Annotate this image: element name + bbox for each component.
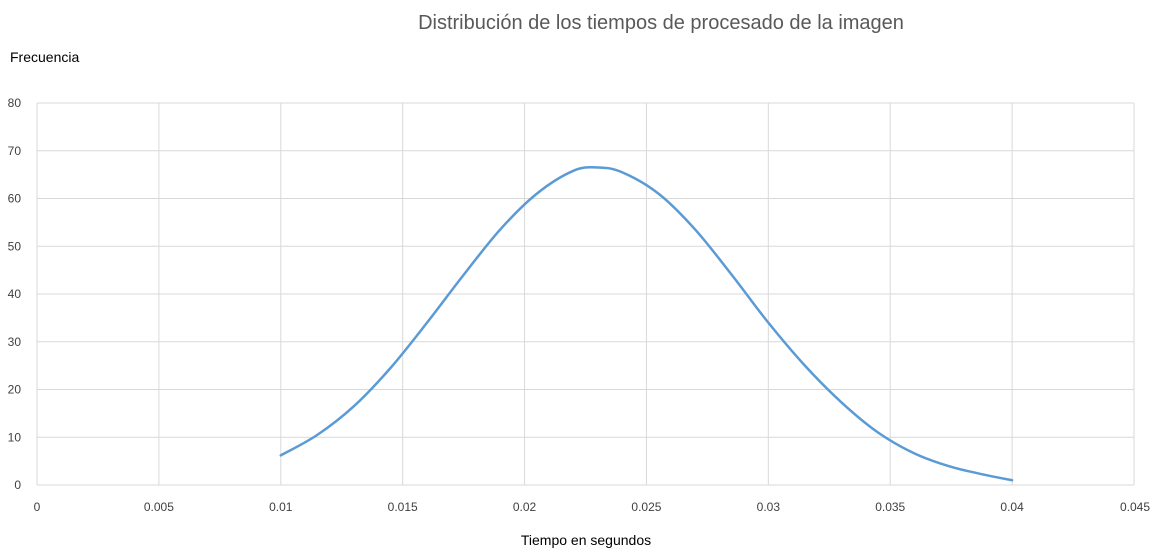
chart-title: Distribución de los tiempos de procesado… xyxy=(418,12,904,34)
x-tick-label: 0.02 xyxy=(513,500,537,514)
y-tick-label: 10 xyxy=(8,430,22,444)
x-tick-label: 0.005 xyxy=(144,500,174,514)
y-tick-label: 20 xyxy=(8,383,22,397)
x-tick-labels: 0 0.005 0.01 0.015 0.02 0.025 0.03 0.035 0.04 0.0… xyxy=(34,500,1151,514)
y-tick-label: 30 xyxy=(8,335,22,349)
x-tick-label: 0 xyxy=(34,500,41,514)
x-tick-label: 0.025 xyxy=(631,500,661,514)
y-tick-labels: 0 10 20 30 40 50 60 70 80 xyxy=(8,96,22,492)
y-tick-label: 60 xyxy=(8,192,22,206)
x-tick-label: 0.04 xyxy=(1000,500,1024,514)
series-line xyxy=(279,166,1014,482)
x-tick-label: 0.01 xyxy=(269,500,293,514)
series-layer xyxy=(279,166,1014,482)
grid-lines xyxy=(36,102,1135,486)
y-tick-label: 70 xyxy=(8,144,22,158)
y-tick-label: 80 xyxy=(8,96,22,110)
y-tick-label: 50 xyxy=(8,239,22,253)
y-tick-label: 40 xyxy=(8,287,22,301)
x-tick-label: 0.045 xyxy=(1120,500,1150,514)
y-axis-label: Frecuencia xyxy=(10,49,80,65)
y-tick-label: 0 xyxy=(14,478,21,492)
x-tick-label: 0.035 xyxy=(875,500,905,514)
x-axis-label: Tiempo en segundos xyxy=(520,532,652,548)
x-tick-label: 0.015 xyxy=(388,500,418,514)
x-tick-label: 0.03 xyxy=(757,500,781,514)
